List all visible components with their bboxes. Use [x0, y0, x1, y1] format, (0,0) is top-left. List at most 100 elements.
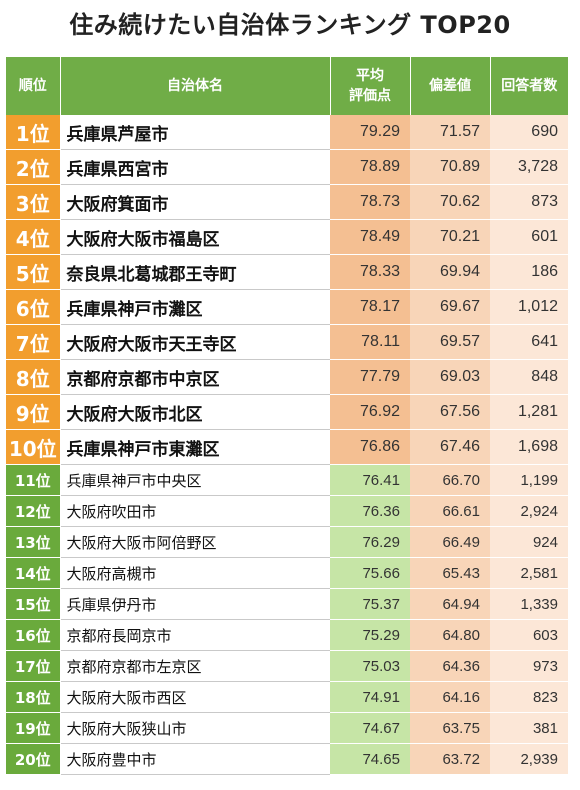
municipality-name-cell: 兵庫県神戸市灘区 — [60, 289, 330, 325]
respondents-cell: 186 — [490, 254, 568, 290]
deviation-cell: 69.67 — [410, 289, 490, 325]
average-score-cell: 74.67 — [330, 712, 410, 744]
rank-cell: 15位 — [6, 588, 61, 620]
page-title: 住み続けたい自治体ランキング TOP20 — [69, 11, 511, 39]
rank-cell: 11位 — [6, 464, 61, 496]
municipality-name-cell: 京都府京都市左京区 — [60, 650, 330, 682]
average-score-cell: 76.92 — [330, 394, 410, 430]
table-row: 12位 大阪府吹田市 76.36 66.61 2,924 — [6, 495, 568, 527]
respondents-cell: 601 — [490, 219, 568, 255]
municipality-name-cell: 大阪府大阪市阿倍野区 — [60, 526, 330, 558]
average-score-cell: 78.33 — [330, 254, 410, 290]
deviation-cell: 69.03 — [410, 359, 490, 395]
average-score-cell: 76.41 — [330, 464, 410, 496]
municipality-name-cell: 京都府長岡京市 — [60, 619, 330, 651]
deviation-cell: 67.46 — [410, 429, 490, 465]
deviation-cell: 70.62 — [410, 184, 490, 220]
respondents-cell: 3,728 — [490, 149, 568, 185]
table-row: 16位 京都府長岡京市 75.29 64.80 603 — [6, 619, 568, 651]
deviation-cell: 69.57 — [410, 324, 490, 360]
header-rank: 順位 — [6, 57, 61, 115]
header-average-line2: 評価点 — [349, 88, 391, 104]
rank-cell: 13位 — [6, 526, 61, 558]
municipality-name-cell: 大阪府箕面市 — [60, 184, 330, 220]
table-row: 14位 大阪府高槻市 75.66 65.43 2,581 — [6, 557, 568, 589]
respondents-cell: 1,012 — [490, 289, 568, 325]
rank-cell: 19位 — [6, 712, 61, 744]
respondents-cell: 603 — [490, 619, 568, 651]
deviation-cell: 66.49 — [410, 526, 490, 558]
average-score-cell: 74.91 — [330, 681, 410, 713]
municipality-name-cell: 大阪府豊中市 — [60, 743, 330, 775]
rank-cell: 12位 — [6, 495, 61, 527]
table-row: 4位 大阪府大阪市福島区 78.49 70.21 601 — [6, 219, 568, 255]
rank-cell: 10位 — [6, 429, 61, 465]
municipality-name-cell: 大阪府吹田市 — [60, 495, 330, 527]
deviation-cell: 70.89 — [410, 149, 490, 185]
municipality-name-cell: 大阪府大阪市北区 — [60, 394, 330, 430]
rank-cell: 2位 — [6, 149, 61, 185]
respondents-cell: 690 — [490, 115, 568, 150]
municipality-name-cell: 京都府京都市中京区 — [60, 359, 330, 395]
deviation-cell: 64.36 — [410, 650, 490, 682]
header-average-line1: 平均 — [356, 68, 384, 84]
rank-cell: 3位 — [6, 184, 61, 220]
deviation-cell: 69.94 — [410, 254, 490, 290]
rank-cell: 16位 — [6, 619, 61, 651]
respondents-cell: 641 — [490, 324, 568, 360]
rank-cell: 5位 — [6, 254, 61, 290]
table-row: 5位 奈良県北葛城郡王寺町 78.33 69.94 186 — [6, 254, 568, 290]
municipality-name-cell: 兵庫県神戸市中央区 — [60, 464, 330, 496]
average-score-cell: 77.79 — [330, 359, 410, 395]
deviation-cell: 66.70 — [410, 464, 490, 496]
average-score-cell: 75.37 — [330, 588, 410, 620]
table-row: 20位 大阪府豊中市 74.65 63.72 2,939 — [6, 743, 568, 775]
municipality-name-cell: 兵庫県神戸市東灘区 — [60, 429, 330, 465]
table-row: 17位 京都府京都市左京区 75.03 64.36 973 — [6, 650, 568, 682]
table-row: 13位 大阪府大阪市阿倍野区 76.29 66.49 924 — [6, 526, 568, 558]
average-score-cell: 75.03 — [330, 650, 410, 682]
table-row: 6位 兵庫県神戸市灘区 78.17 69.67 1,012 — [6, 289, 568, 325]
table-row: 18位 大阪府大阪市西区 74.91 64.16 823 — [6, 681, 568, 713]
rank-cell: 18位 — [6, 681, 61, 713]
respondents-cell: 873 — [490, 184, 568, 220]
rank-cell: 8位 — [6, 359, 61, 395]
municipality-name-cell: 大阪府大阪市福島区 — [60, 219, 330, 255]
respondents-cell: 1,339 — [490, 588, 568, 620]
average-score-cell: 78.89 — [330, 149, 410, 185]
respondents-cell: 2,939 — [490, 743, 568, 775]
deviation-cell: 64.94 — [410, 588, 490, 620]
header-average-score: 平均 評価点 — [330, 57, 411, 115]
deviation-cell: 63.72 — [410, 743, 490, 775]
table-row: 10位 兵庫県神戸市東灘区 76.86 67.46 1,698 — [6, 429, 568, 465]
table-row: 9位 大阪府大阪市北区 76.92 67.56 1,281 — [6, 394, 568, 430]
deviation-cell: 64.16 — [410, 681, 490, 713]
municipality-name-cell: 兵庫県西宮市 — [60, 149, 330, 185]
municipality-name-cell: 大阪府高槻市 — [60, 557, 330, 589]
header-respondents: 回答者数 — [490, 57, 568, 115]
municipality-name-cell: 大阪府大阪狭山市 — [60, 712, 330, 744]
header-name: 自治体名 — [60, 57, 331, 115]
table-row: 15位 兵庫県伊丹市 75.37 64.94 1,339 — [6, 588, 568, 620]
average-score-cell: 78.11 — [330, 324, 410, 360]
table-row: 8位 京都府京都市中京区 77.79 69.03 848 — [6, 359, 568, 395]
average-score-cell: 75.66 — [330, 557, 410, 589]
ranking-table: 順位 自治体名 平均 評価点 偏差値 回答者数 1位 兵庫県芦屋市 79.29 71.… — [6, 57, 568, 775]
respondents-cell: 1,281 — [490, 394, 568, 430]
respondents-cell: 2,924 — [490, 495, 568, 527]
respondents-cell: 848 — [490, 359, 568, 395]
rank-cell: 7位 — [6, 324, 61, 360]
table-row: 11位 兵庫県神戸市中央区 76.41 66.70 1,199 — [6, 464, 568, 496]
deviation-cell: 66.61 — [410, 495, 490, 527]
rank-cell: 17位 — [6, 650, 61, 682]
respondents-cell: 1,199 — [490, 464, 568, 496]
deviation-cell: 71.57 — [410, 115, 490, 150]
respondents-cell: 924 — [490, 526, 568, 558]
average-score-cell: 76.36 — [330, 495, 410, 527]
deviation-cell: 64.80 — [410, 619, 490, 651]
average-score-cell: 75.29 — [330, 619, 410, 651]
average-score-cell: 79.29 — [330, 115, 410, 150]
average-score-cell: 74.65 — [330, 743, 410, 775]
average-score-cell: 76.86 — [330, 429, 410, 465]
average-score-cell: 76.29 — [330, 526, 410, 558]
